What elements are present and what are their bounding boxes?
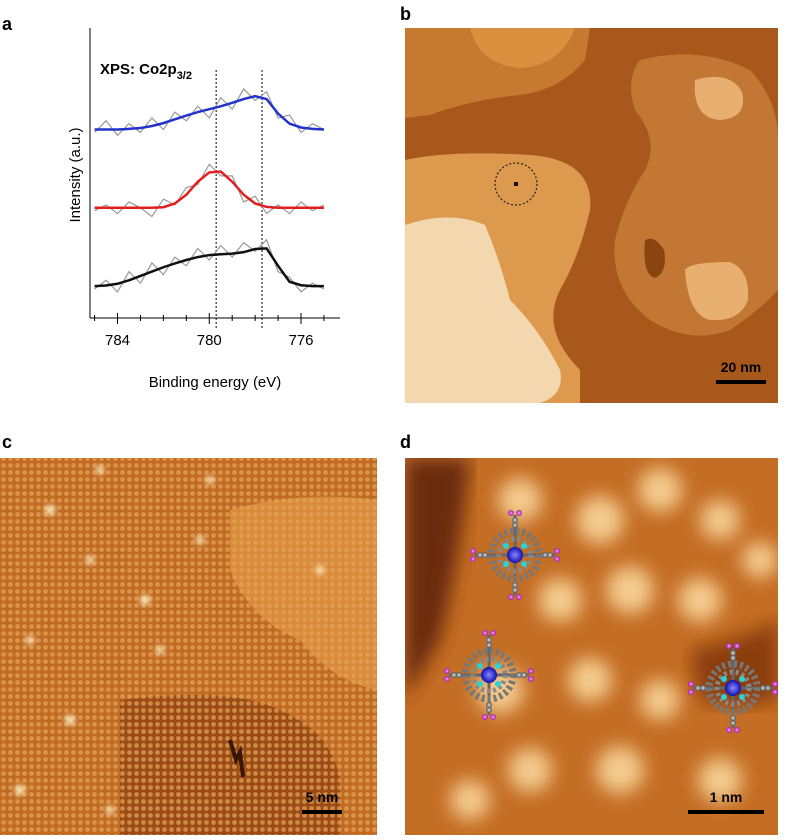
panel-label: b — [400, 4, 411, 24]
series-line — [94, 170, 324, 210]
stm-image-d: 1 nm — [405, 458, 778, 835]
scale-bar-label: 20 nm — [721, 359, 761, 375]
y-axis-label: Intensity (a.u.) — [67, 127, 84, 222]
chart-title: XPS: Co2p3/2 — [100, 61, 192, 82]
xps-chart: XPS: Co2p3/2 Intensity (a.u.) Binding en… — [67, 28, 340, 391]
series-line — [94, 94, 325, 131]
stm-image-c: 5 nm — [0, 458, 377, 835]
x-tick-label: 780 — [197, 332, 222, 349]
scale-bar-label: 1 nm — [710, 789, 743, 805]
panel-label: c — [2, 432, 12, 452]
title-text: XPS: Co2p — [100, 61, 177, 78]
title-subscript: 3/2 — [177, 70, 192, 82]
x-tick-label: 776 — [288, 332, 313, 349]
scale-bar-label: 5 nm — [306, 789, 339, 805]
panel-label: a — [2, 14, 13, 34]
series-line — [94, 247, 324, 288]
panel-label: d — [400, 432, 411, 452]
series-line — [94, 238, 325, 293]
x-axis-label: Binding energy (eV) — [149, 374, 282, 391]
series-line — [94, 163, 325, 218]
stm-image-b: 20 nm — [405, 28, 778, 403]
x-tick-label: 784 — [105, 332, 130, 349]
series-line — [94, 87, 325, 137]
